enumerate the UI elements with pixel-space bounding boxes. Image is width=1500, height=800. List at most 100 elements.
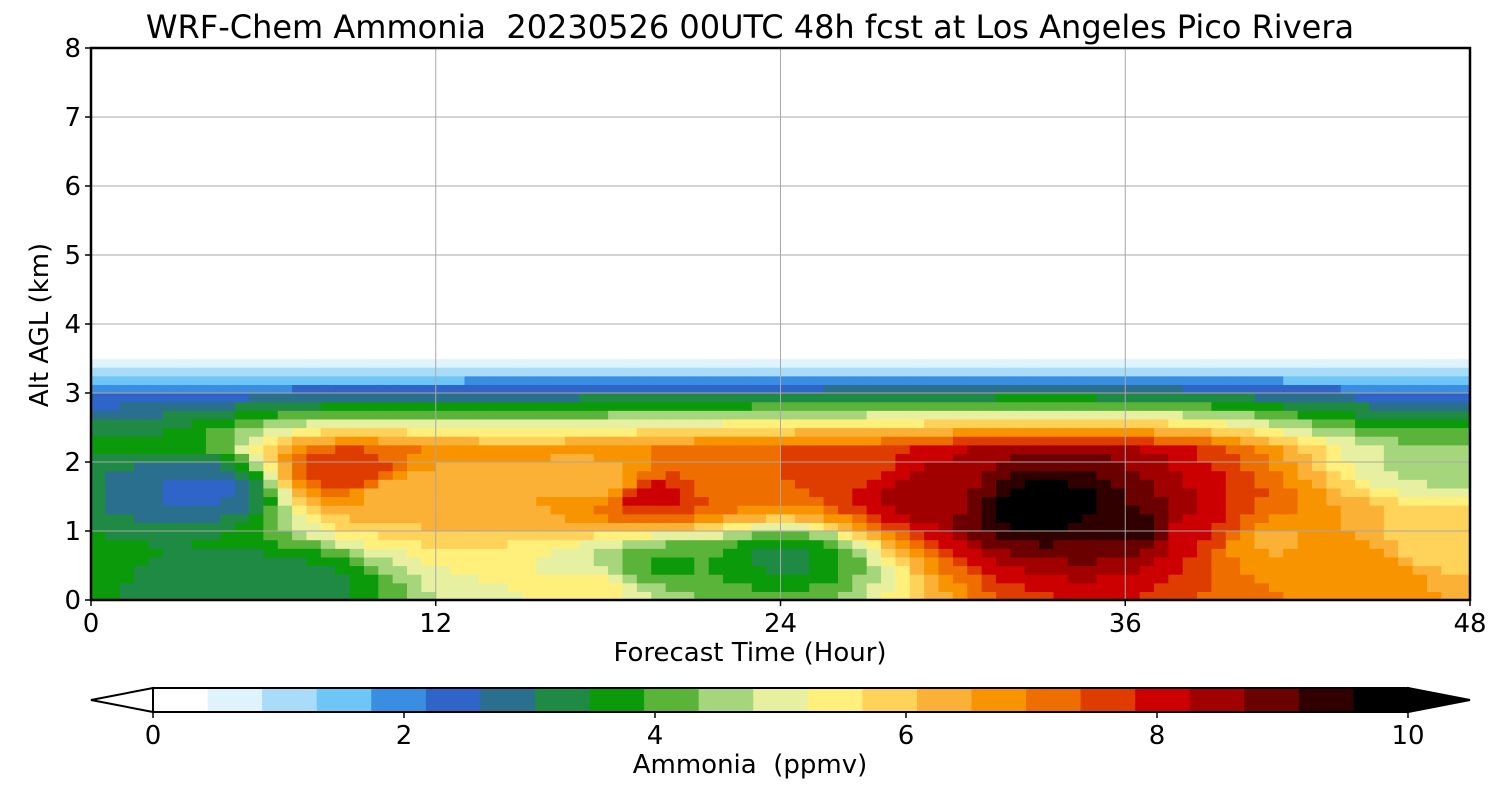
field-cell [622, 99, 638, 109]
field-cell [249, 384, 264, 394]
field-cell [852, 574, 868, 584]
field-cell [622, 211, 638, 222]
field-cell [478, 289, 494, 299]
field-cell [866, 151, 882, 161]
field-cell [205, 246, 221, 256]
field-cell [277, 410, 293, 420]
field-cell [881, 203, 897, 213]
field-cell [335, 479, 351, 489]
field-cell [823, 582, 839, 592]
field-cell [909, 531, 925, 541]
field-cell [521, 427, 537, 437]
field-cell [579, 125, 595, 135]
field-cell [335, 384, 351, 394]
field-cell [852, 56, 868, 66]
field-cell [679, 384, 695, 394]
field-cell [1024, 384, 1040, 394]
field-cell [794, 496, 810, 506]
field-cell [565, 263, 580, 273]
field-cell [608, 479, 624, 489]
field-cell [981, 375, 997, 385]
field-cell [1010, 134, 1026, 144]
field-cell [995, 151, 1011, 161]
field-cell [1110, 539, 1126, 549]
field-cell [1139, 48, 1155, 58]
field-cell [1024, 401, 1040, 411]
field-cell [1010, 470, 1026, 480]
field-cell [909, 505, 925, 515]
field-cell [521, 418, 537, 429]
field-cell [1125, 298, 1141, 308]
field-cell [708, 565, 724, 575]
field-cell [435, 142, 451, 153]
field-cell [924, 263, 940, 273]
field-cell [636, 367, 652, 377]
field-cell [134, 125, 150, 135]
field-cell [809, 401, 825, 411]
field-cell [1053, 108, 1069, 118]
field-cell [809, 186, 825, 196]
field-cell [780, 393, 796, 403]
field-cell [881, 531, 897, 541]
field-cell [895, 289, 911, 299]
field-cell [794, 91, 810, 101]
field-cell [593, 177, 609, 187]
field-cell [967, 582, 983, 592]
field-cell [105, 522, 121, 532]
field-cell [507, 574, 523, 584]
field-cell [263, 401, 279, 411]
field-cell [1096, 487, 1112, 498]
field-cell [636, 556, 652, 567]
field-cell [636, 531, 652, 541]
field-cell [1010, 367, 1026, 377]
field-cell [665, 194, 681, 204]
field-cell [1110, 73, 1126, 84]
field-cell [249, 108, 264, 118]
field-cell [148, 82, 164, 92]
field-cell [1139, 462, 1155, 472]
field-cell [1082, 289, 1098, 299]
field-cell [881, 65, 897, 75]
field-cell [105, 349, 121, 360]
field-cell [1082, 324, 1098, 334]
field-cell [450, 487, 466, 498]
field-cell [1197, 582, 1213, 592]
field-cell [91, 65, 106, 75]
field-cell [665, 470, 681, 480]
field-cell [981, 315, 997, 325]
field-cell [723, 324, 738, 334]
field-cell [1082, 272, 1098, 282]
field-cell [622, 48, 638, 58]
field-cell [1096, 203, 1112, 213]
field-cell [91, 229, 106, 239]
field-cell [191, 298, 207, 308]
field-cell [378, 99, 394, 109]
field-cell [1096, 556, 1112, 567]
field-cell [148, 470, 164, 480]
field-cell [119, 272, 135, 282]
field-cell [723, 375, 738, 385]
field-cell [909, 556, 925, 567]
field-cell [1197, 99, 1213, 109]
field-cell [507, 393, 523, 403]
field-cell [464, 289, 480, 299]
field-cell [162, 582, 178, 592]
field-cell [105, 91, 121, 101]
field-cell [837, 556, 853, 567]
field-cell [1125, 220, 1141, 230]
field-cell [636, 203, 652, 213]
field-cell [1168, 186, 1184, 196]
field-cell [909, 194, 925, 204]
field-cell [909, 255, 925, 265]
field-cell [249, 505, 264, 515]
field-cell [335, 470, 351, 480]
field-cell [292, 73, 308, 84]
field-cell [809, 272, 825, 282]
field-cell [277, 444, 293, 454]
field-cell [924, 117, 940, 127]
field-cell [536, 151, 552, 161]
field-cell [866, 539, 882, 549]
field-cell [809, 522, 825, 532]
field-cell [1197, 410, 1213, 420]
field-cell [1168, 418, 1184, 429]
